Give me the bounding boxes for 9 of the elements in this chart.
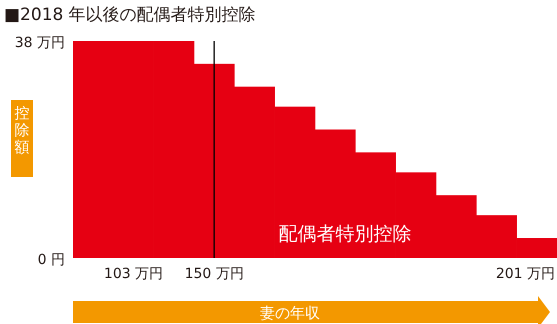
y-tick-label: 0 円 (38, 252, 65, 268)
chart-title: ■2018 年以後の配偶者特別控除 (4, 5, 256, 25)
annotation: 配偶者特別控除 (278, 223, 412, 245)
x-tick-label: 201 万円 (496, 266, 555, 282)
y-tick-label: 38 万円 (14, 35, 65, 51)
x-tick-label: 150 万円 (184, 266, 244, 282)
x-tick-label: 103 万円 (104, 266, 164, 282)
y-axis-title: 控除額 (14, 104, 30, 156)
x-axis-title: 妻の年収 (260, 304, 320, 322)
